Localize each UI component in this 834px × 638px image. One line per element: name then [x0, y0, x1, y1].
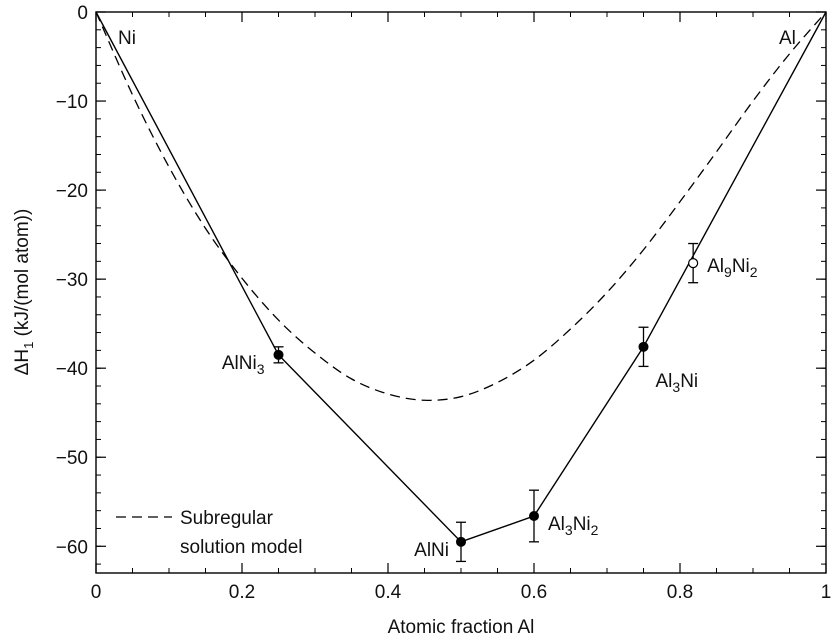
x-tick-label: 0.8	[667, 582, 693, 603]
legend-label-line-2: solution model	[180, 537, 303, 558]
y-tick-label: −60	[56, 537, 88, 558]
compound-label-subscript: 3	[672, 379, 680, 395]
data-point	[456, 536, 466, 547]
end-label-ni: Ni	[118, 28, 136, 49]
compound-label: Al3Ni	[656, 371, 699, 395]
y-tick-label: −10	[56, 92, 88, 113]
data-point	[529, 511, 539, 522]
x-tick-label: 0.6	[521, 582, 547, 603]
compound-label-subscript: 9	[724, 264, 732, 280]
y-tick-label: −40	[56, 359, 88, 380]
legend-label-line-1: Subregular	[180, 508, 274, 529]
x-tick-label: 0	[91, 582, 102, 603]
plot-frame	[95, 11, 827, 574]
y-axis-title: ΔH1 (kJ/(mol atom))	[12, 209, 36, 376]
compound-label-text: AlNi	[222, 353, 257, 374]
x-tick-label: 0.2	[229, 582, 255, 603]
subregular-model-curve	[95, 11, 827, 401]
compound-label-text: AlNi	[414, 540, 449, 561]
compound-label: AlNi3	[222, 353, 265, 377]
compound-label-text: Ni	[732, 256, 750, 277]
compound-label-subscript: 2	[591, 522, 599, 538]
compound-label-subscript: 3	[257, 361, 265, 377]
y-tick-label: −30	[56, 270, 88, 291]
compound-label: Al9Ni2	[707, 256, 758, 280]
legend: Subregular solution model	[116, 508, 303, 558]
y-axis-title-suffix: (kJ/(mol atom))	[12, 209, 33, 342]
end-label-al: Al	[779, 28, 796, 49]
ticks-layer: 0 0.2 0.4 0.6 0.8 1 0 −10 −20 −30 −40 −50 −60	[56, 3, 832, 603]
data-point-open	[688, 258, 699, 269]
data-point	[273, 349, 284, 360]
compound-label-subscript: 3	[565, 522, 573, 538]
compound-label: Al3Ni2	[548, 514, 599, 538]
y-axis-title-prefix: ΔH	[12, 349, 33, 375]
y-axis-title-subscript: 1	[21, 342, 36, 349]
x-axis-title: Atomic fraction Al	[388, 617, 535, 633]
compound-label-text: Ni	[680, 371, 698, 392]
x-tick-label: 1	[821, 582, 832, 603]
compound-label-text: Al	[656, 371, 673, 392]
compound-label-text: Al	[707, 256, 724, 277]
measured-enthalpy-line	[95, 11, 827, 543]
compound-label: AlNi	[414, 540, 449, 561]
compound-label-text: Ni	[573, 514, 591, 535]
data-point	[638, 341, 649, 352]
y-tick-label: 0	[77, 3, 88, 24]
x-tick-label: 0.4	[375, 582, 402, 603]
compound-label-text: Al	[548, 514, 565, 535]
series-layer	[95, 11, 827, 563]
y-tick-label: −50	[56, 448, 88, 469]
y-tick-label: −20	[56, 181, 88, 202]
compound-label-subscript: 2	[750, 264, 758, 280]
